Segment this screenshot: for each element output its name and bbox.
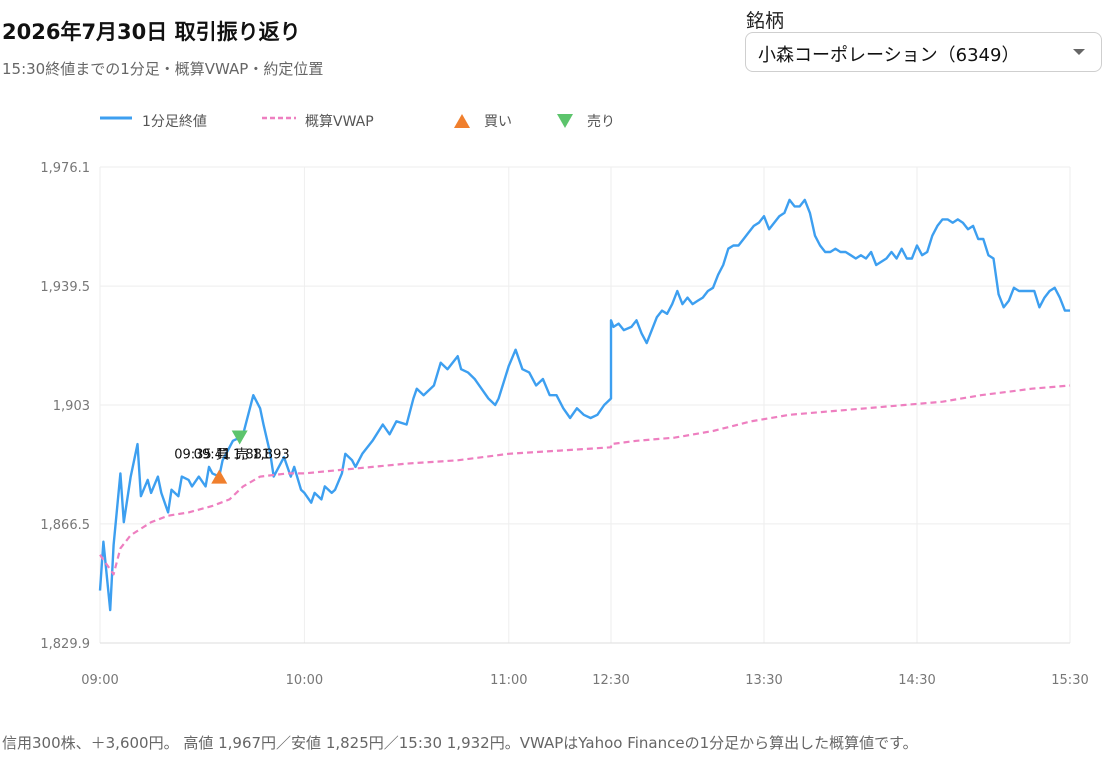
legend-vwap-label: 概算VWAP (305, 114, 374, 130)
x-tick-label: 11:00 (490, 673, 527, 688)
symbol-select-label: 銘柄 (746, 10, 785, 32)
legend-sell-label: 売り (587, 114, 615, 130)
sell-marker (231, 430, 248, 445)
y-tick-label: 1,939.5 (40, 280, 90, 295)
symbol-select-value: 小森コーポレーション（6349） (758, 45, 1020, 66)
sell-marker-label: 09:41 売 1,893 (194, 447, 290, 463)
page-subtitle: 15:30終値までの1分足・概算VWAP・約定位置 (2, 60, 324, 78)
x-tick-label: 09:00 (81, 673, 118, 688)
legend-vwap-swatch (262, 116, 296, 120)
legend-close-label: 1分足終値 (142, 114, 207, 130)
y-tick-label: 1,829.9 (40, 637, 90, 652)
buy-triangle-icon (454, 114, 470, 128)
close-price-line (98, 198, 1070, 612)
footer-note: 信用300株、＋3,600円。 高値 1,967円／安値 1,825円／15:3… (2, 734, 918, 752)
buy-marker (211, 469, 228, 484)
x-tick-label: 14:30 (898, 673, 935, 688)
page-title: 2026年7月30日 取引振り返り (2, 20, 301, 44)
legend-buy-label: 買い (484, 114, 512, 130)
buy-marker-label: 09:35 買 1,881 (174, 448, 270, 463)
symbol-select[interactable]: 小森コーポレーション（6349） (745, 32, 1102, 72)
x-tick-label: 12:30 (592, 673, 629, 688)
y-tick-label: 1,976.1 (40, 161, 90, 176)
vwap-line (99, 384, 1071, 576)
x-tick-label: 13:30 (745, 673, 782, 688)
chevron-down-icon (1073, 49, 1085, 55)
sell-triangle-icon (557, 114, 573, 128)
chart-legend: 1分足終値 概算VWAP 買い 売り (0, 108, 700, 134)
legend-close-swatch (100, 116, 132, 120)
y-tick-label: 1,903 (53, 399, 90, 414)
x-tick-label: 10:00 (286, 673, 323, 688)
y-tick-label: 1,866.5 (40, 518, 90, 533)
price-chart: 1,829.9 1,866.5 1,903 1,939.5 1,976.1 09:00 10… (40, 161, 1088, 688)
x-tick-label: 15:30 (1051, 673, 1088, 688)
